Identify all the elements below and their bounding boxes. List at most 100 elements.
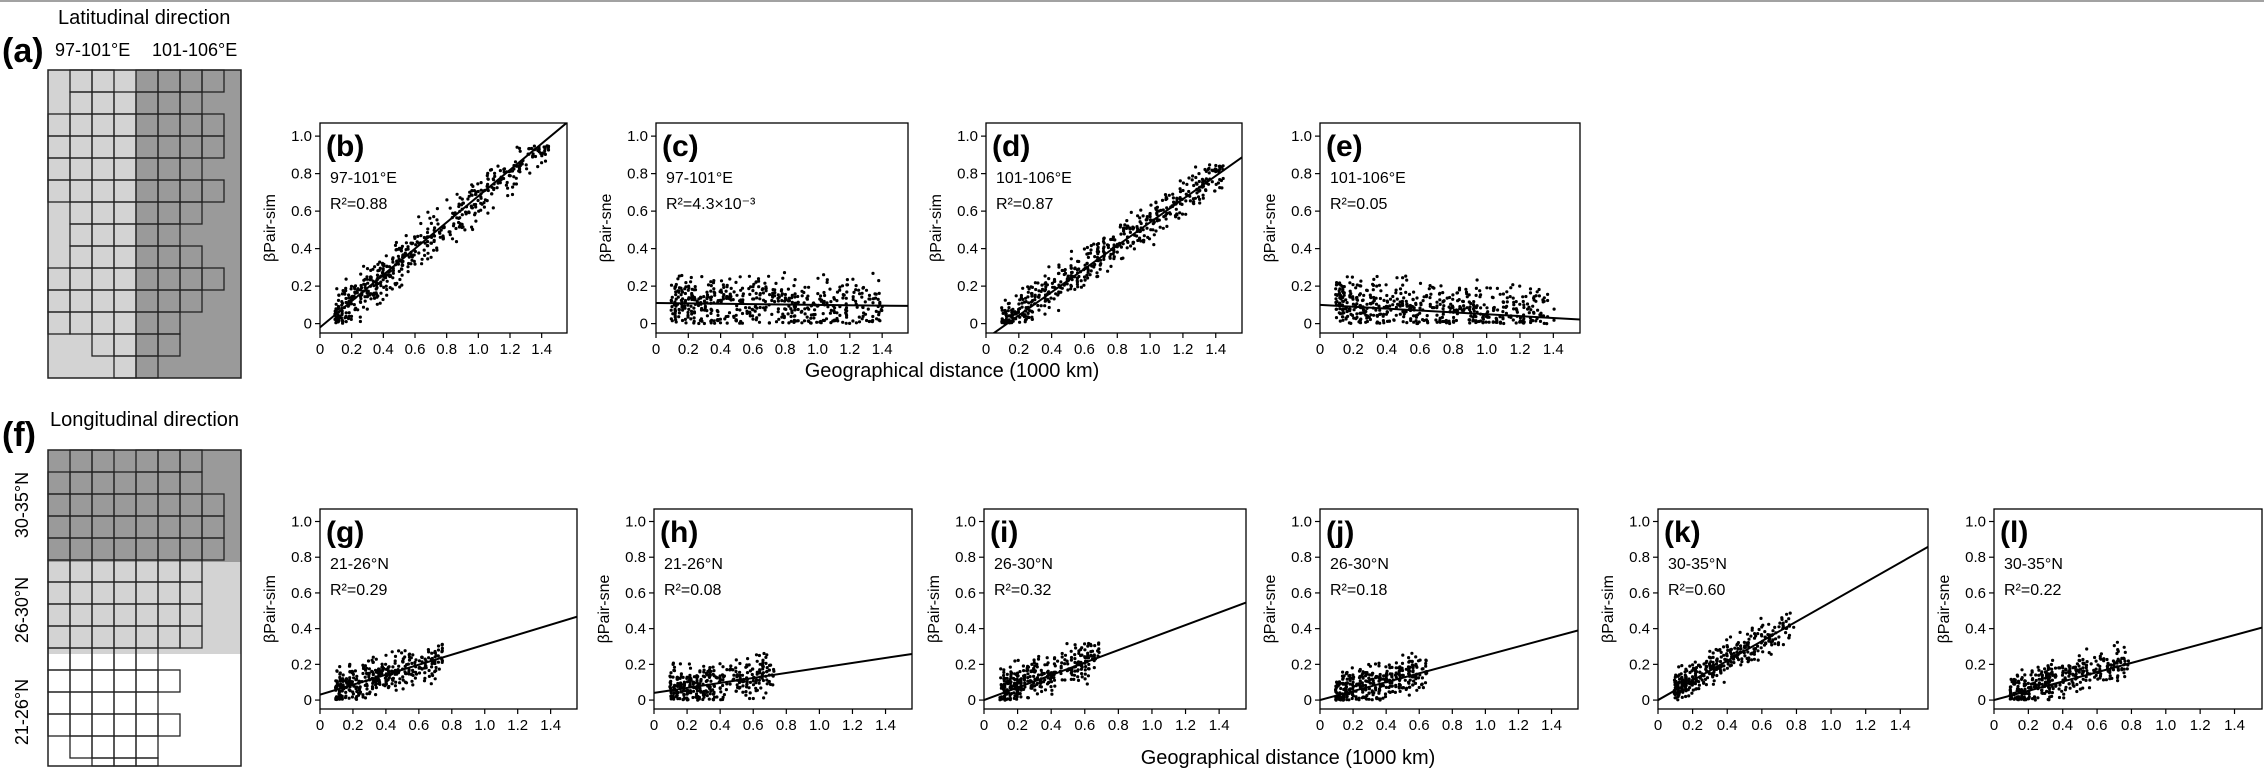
scatter-point <box>822 299 826 304</box>
scatter-point <box>393 672 397 676</box>
scatter-point <box>676 691 680 695</box>
scatter-point <box>1006 302 1011 306</box>
scatter-point <box>1032 670 1036 674</box>
x-tick-label: 1.0 <box>1475 717 1496 734</box>
scatter-point <box>1438 320 1442 324</box>
scatter-point <box>709 298 713 302</box>
scatter-point <box>857 320 862 324</box>
scatter-point <box>1387 685 1391 690</box>
r-squared-label: R²=0.87 <box>996 196 1053 213</box>
scatter-point <box>729 298 733 302</box>
scatter-point <box>335 685 339 689</box>
x-tick-label: 1.2 <box>2190 717 2211 734</box>
scatter-point <box>1070 673 1074 677</box>
scatter-point <box>1066 288 1070 292</box>
scatter-point <box>674 297 678 301</box>
scatter-point <box>2062 696 2066 700</box>
scatter-point <box>404 241 408 245</box>
scatter-point <box>1414 655 1418 659</box>
scatter-point <box>467 211 471 215</box>
scatter-point <box>1747 637 1751 641</box>
scatter-point <box>1539 313 1543 317</box>
scatter-point <box>673 309 677 313</box>
regression-line <box>320 123 567 329</box>
scatter-point <box>1172 200 1176 204</box>
scatter-point <box>740 673 745 677</box>
scatter-point <box>1139 208 1143 212</box>
scatter-point <box>2057 687 2061 691</box>
scatter-point <box>865 318 869 323</box>
scatter-point <box>796 307 800 312</box>
scatter-point <box>1016 658 1020 663</box>
scatter-point <box>1377 283 1382 287</box>
y-axis-label: βPair-sne <box>1262 575 1279 644</box>
scatter-point <box>1688 664 1692 668</box>
scatter-point <box>434 669 438 673</box>
scatter-point <box>721 683 725 688</box>
scatter-point <box>692 310 697 314</box>
scatter-point <box>2111 659 2115 663</box>
scatter-point <box>1364 320 1368 324</box>
scatter-point <box>1358 318 1362 322</box>
scatter-point <box>1083 655 1087 659</box>
scatter-point <box>1451 320 1455 324</box>
x-tick-label: 1.4 <box>2224 717 2245 734</box>
scatter-point <box>400 651 404 655</box>
scatter-point <box>337 692 341 696</box>
scatter-point <box>694 692 699 696</box>
scatter-point <box>1344 317 1348 321</box>
scatter-point <box>491 206 495 210</box>
scatter-point <box>692 306 696 310</box>
scatter-point <box>1207 171 1211 175</box>
scatter-point <box>1501 292 1505 296</box>
scatter-point <box>712 287 716 291</box>
scatter-point <box>689 280 693 284</box>
scatter-point <box>1381 696 1385 700</box>
scatter-point <box>422 248 426 252</box>
scatter-point <box>1030 310 1035 314</box>
scatter-point <box>2099 672 2103 676</box>
map-a-grid-cell <box>179 201 203 225</box>
scatter-point <box>676 295 680 299</box>
x-tick-label: 0.2 <box>1343 341 1364 358</box>
scatter-point <box>1021 286 1025 290</box>
scatter-point <box>728 667 733 671</box>
scatter-point <box>2008 688 2012 692</box>
regression-line <box>1658 545 1928 701</box>
scatter-point <box>2043 667 2047 671</box>
scatter-point <box>1418 311 1422 315</box>
scatter-point <box>1092 653 1096 657</box>
scatter-point <box>2037 673 2041 677</box>
scatter-point <box>734 666 738 670</box>
scatter-point <box>470 225 474 229</box>
scatter-point <box>434 665 438 670</box>
scatter-point <box>746 657 750 661</box>
scatter-point <box>851 319 855 323</box>
scatter-point <box>1185 182 1189 186</box>
scatter-point <box>400 283 404 287</box>
scatter-point <box>1722 645 1726 649</box>
scatter-point <box>686 698 690 702</box>
scatter-point <box>1439 284 1443 288</box>
regression-line <box>656 302 908 307</box>
scatter-point <box>718 686 722 690</box>
scatter-point <box>705 309 709 313</box>
scatter-point <box>732 290 736 294</box>
scatter-point <box>1054 292 1058 296</box>
scatter-point <box>391 276 395 280</box>
scatter-point <box>1093 255 1097 259</box>
scatter-point <box>769 663 773 667</box>
y-tick-label: 0 <box>968 692 976 709</box>
scatter-point <box>417 671 422 675</box>
region-label: 97-101°E <box>330 170 397 187</box>
scatter-point <box>1136 214 1140 218</box>
scatter-point <box>680 318 685 323</box>
panel-letter: (g) <box>326 516 364 549</box>
scatter-point <box>485 199 489 203</box>
scatter-point <box>336 306 340 310</box>
scatter-point <box>407 668 411 672</box>
scatter-point <box>1076 678 1081 683</box>
scatter-point <box>1359 284 1363 288</box>
scatter-point <box>1740 657 1744 661</box>
scatter-point <box>675 693 679 698</box>
